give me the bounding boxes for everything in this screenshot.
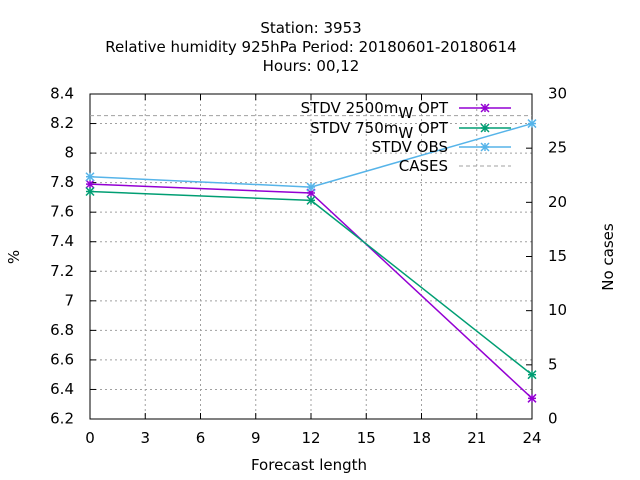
series-group xyxy=(85,115,537,403)
y-tick-label: 7.6 xyxy=(50,203,74,221)
y-tick-label: 7.2 xyxy=(50,262,74,280)
series-2-point xyxy=(85,172,95,182)
y-tick-label: 6.8 xyxy=(50,321,74,339)
series-0-point xyxy=(85,179,95,189)
x-tick-label: 3 xyxy=(140,429,150,447)
x-tick-label: 21 xyxy=(467,429,486,447)
series-1-point xyxy=(527,370,537,380)
y-axis-label: % xyxy=(5,250,23,264)
x-tick-label: 6 xyxy=(196,429,206,447)
x-tick-label: 12 xyxy=(301,429,320,447)
series-line-1 xyxy=(89,190,533,376)
y-tick-label: 8 xyxy=(64,144,74,162)
y-tick-label: 7.4 xyxy=(50,232,74,250)
series-0-point xyxy=(527,393,537,403)
grid xyxy=(90,94,532,419)
chart-title-line3: Hours: 00,12 xyxy=(263,57,360,75)
legend-marker-2 xyxy=(480,142,490,152)
y-tick-label: 7 xyxy=(64,291,74,309)
series-2-point xyxy=(306,182,316,192)
axis-ticks: 0 3 6 9 12 15 18 21 24 6.2 6.4 6.6 6.8 7 7.2 7.4 7.6 7.8 8… xyxy=(50,85,567,448)
legend-label-1: STDV 750mW OPT xyxy=(310,119,449,142)
legend-label-3: CASES xyxy=(399,157,448,175)
y2-tick-label: 20 xyxy=(548,193,567,211)
series-line-0 xyxy=(89,183,533,399)
y-tick-label: 8.4 xyxy=(50,85,74,103)
series-2-point xyxy=(527,119,537,129)
x-tick-label: 15 xyxy=(357,429,376,447)
x-tick-label: 18 xyxy=(412,429,431,447)
y2-tick-label: 5 xyxy=(548,355,558,373)
y2-tick-label: 10 xyxy=(548,301,567,319)
x-tick-label: 9 xyxy=(251,429,261,447)
x-tick-label: 24 xyxy=(522,429,541,447)
y2-tick-label: 30 xyxy=(548,85,567,103)
x-tick-label: 0 xyxy=(85,429,95,447)
y2-tick-label: 15 xyxy=(548,247,567,265)
series-1-point xyxy=(85,186,95,197)
series-1-point xyxy=(306,195,316,205)
y2-axis-label: No cases xyxy=(599,223,617,291)
y2-tick-label: 0 xyxy=(548,410,558,428)
y-tick-label: 7.8 xyxy=(50,173,74,191)
y-tick-label: 6.6 xyxy=(50,350,74,368)
legend-marker-0 xyxy=(480,103,490,113)
y-tick-label: 8.2 xyxy=(50,114,74,132)
chart-title-line1: Station: 3953 xyxy=(260,19,361,37)
legend-label-0: STDV 2500mW OPT xyxy=(301,99,449,122)
y-tick-label: 6.2 xyxy=(50,410,74,428)
legend-marker-1 xyxy=(480,123,490,133)
y-tick-label: 6.4 xyxy=(50,380,74,398)
x-axis-label: Forecast length xyxy=(251,456,367,474)
legend-label-2: STDV OBS xyxy=(372,138,448,156)
y2-tick-label: 25 xyxy=(548,139,567,157)
chart-title-line2: Relative humidity 925hPa Period: 2018060… xyxy=(105,38,516,56)
